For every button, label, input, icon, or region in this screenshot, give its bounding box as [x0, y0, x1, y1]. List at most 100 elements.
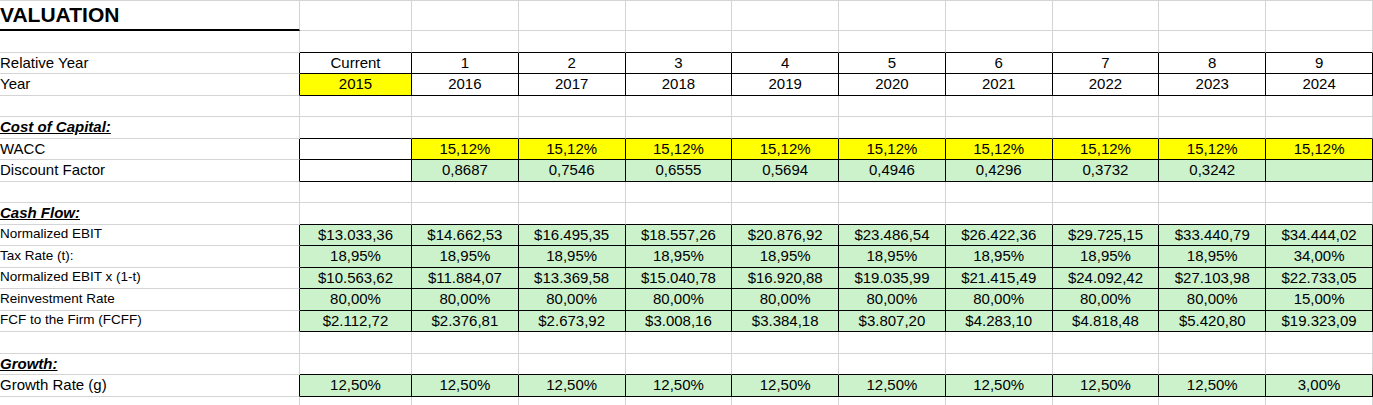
cell-relative-year-2023[interactable]: 8 — [1159, 53, 1266, 75]
cell-tax-rate-t-2019[interactable]: 18,95% — [732, 246, 839, 268]
cell-year-2019[interactable]: 2019 — [732, 74, 839, 96]
cell-reinvestment-rate-2024[interactable]: 15,00% — [1266, 289, 1373, 311]
cell-discount-factor-2020[interactable]: 0,4946 — [839, 160, 946, 182]
cell-wacc-2021[interactable]: 15,12% — [946, 139, 1053, 161]
cell-year-2022[interactable]: 2022 — [1053, 74, 1160, 96]
cell-normalized-ebit-x-1-t-2021[interactable]: $21.415,49 — [946, 268, 1053, 290]
cell-year-2024[interactable]: 2024 — [1266, 74, 1373, 96]
cell-reinvestment-rate-2019[interactable]: 80,00% — [732, 289, 839, 311]
cell-discount-factor-2018[interactable]: 0,6555 — [626, 160, 733, 182]
cell-reinvestment-rate-2021[interactable]: 80,00% — [946, 289, 1053, 311]
cell-year-2021[interactable]: 2021 — [946, 74, 1053, 96]
cell-year-2016[interactable]: 2016 — [412, 74, 519, 96]
cell-wacc-2023[interactable]: 15,12% — [1159, 139, 1266, 161]
cell-growth-rate-g-2019[interactable]: 12,50% — [732, 375, 839, 397]
cell-relative-year-2024[interactable]: 9 — [1266, 53, 1373, 75]
cell-relative-year-2021[interactable]: 6 — [946, 53, 1053, 75]
cell-normalized-ebit-2017[interactable]: $16.495,35 — [519, 225, 626, 247]
cell-tax-rate-t-2017[interactable]: 18,95% — [519, 246, 626, 268]
cell-wacc-2019[interactable]: 15,12% — [732, 139, 839, 161]
cell-normalized-ebit-x-1-t-2017[interactable]: $13.369,58 — [519, 268, 626, 290]
cell-wacc-2016[interactable]: 15,12% — [412, 139, 519, 161]
cell-year-2020[interactable]: 2020 — [839, 74, 946, 96]
cell-tax-rate-t-2022[interactable]: 18,95% — [1053, 246, 1160, 268]
cell-year-2017[interactable]: 2017 — [519, 74, 626, 96]
cell-growth-rate-g-2023[interactable]: 12,50% — [1159, 375, 1266, 397]
cell-fcf-to-the-firm-fcff-2024[interactable]: $19.323,09 — [1266, 311, 1373, 333]
cell-reinvestment-rate-2015[interactable]: 80,00% — [300, 289, 412, 311]
cell-discount-factor-2019[interactable]: 0,5694 — [732, 160, 839, 182]
cell-growth-rate-g-2016[interactable]: 12,50% — [412, 375, 519, 397]
cell-fcf-to-the-firm-fcff-2021[interactable]: $4.283,10 — [946, 311, 1053, 333]
cell-year-2015[interactable]: 2015 — [300, 74, 412, 96]
cell-fcf-to-the-firm-fcff-2016[interactable]: $2.376,81 — [412, 311, 519, 333]
cell-growth-rate-g-2020[interactable]: 12,50% — [839, 375, 946, 397]
cell-relative-year-2018[interactable]: 3 — [626, 53, 733, 75]
cell-normalized-ebit-x-1-t-2020[interactable]: $19.035,99 — [839, 268, 946, 290]
cell-normalized-ebit-2015[interactable]: $13.033,36 — [300, 225, 412, 247]
cell-discount-factor-2017[interactable]: 0,7546 — [519, 160, 626, 182]
cell-tax-rate-t-2018[interactable]: 18,95% — [626, 246, 733, 268]
cell-relative-year-2016[interactable]: 1 — [412, 53, 519, 75]
cell-tax-rate-t-2020[interactable]: 18,95% — [839, 246, 946, 268]
cell-normalized-ebit-x-1-t-2023[interactable]: $27.103,98 — [1159, 268, 1266, 290]
cell-growth-rate-g-2017[interactable]: 12,50% — [519, 375, 626, 397]
cell-fcf-to-the-firm-fcff-2015[interactable]: $2.112,72 — [300, 311, 412, 333]
cell-normalized-ebit-2021[interactable]: $26.422,36 — [946, 225, 1053, 247]
cell-tax-rate-t-2024[interactable]: 34,00% — [1266, 246, 1373, 268]
cell-normalized-ebit-2022[interactable]: $29.725,15 — [1053, 225, 1160, 247]
cell-normalized-ebit-x-1-t-2022[interactable]: $24.092,42 — [1053, 268, 1160, 290]
cell-growth-rate-g-2022[interactable]: 12,50% — [1053, 375, 1160, 397]
cell-reinvestment-rate-2017[interactable]: 80,00% — [519, 289, 626, 311]
cell-discount-factor-2022[interactable]: 0,3732 — [1053, 160, 1160, 182]
cell-reinvestment-rate-2023[interactable]: 80,00% — [1159, 289, 1266, 311]
cell-discount-factor-2016[interactable]: 0,8687 — [412, 160, 519, 182]
cell-wacc-2015[interactable] — [300, 139, 412, 161]
cell-fcf-to-the-firm-fcff-2022[interactable]: $4.818,48 — [1053, 311, 1160, 333]
cell-tax-rate-t-2023[interactable]: 18,95% — [1159, 246, 1266, 268]
cell-relative-year-2020[interactable]: 5 — [839, 53, 946, 75]
cell-relative-year-2019[interactable]: 4 — [732, 53, 839, 75]
cell-normalized-ebit-x-1-t-2015[interactable]: $10.563,62 — [300, 268, 412, 290]
cell-reinvestment-rate-2018[interactable]: 80,00% — [626, 289, 733, 311]
cell-wacc-2024[interactable]: 15,12% — [1266, 139, 1373, 161]
cell-relative-year-2022[interactable]: 7 — [1053, 53, 1160, 75]
cell-wacc-2022[interactable]: 15,12% — [1053, 139, 1160, 161]
cell-normalized-ebit-x-1-t-2016[interactable]: $11.884,07 — [412, 268, 519, 290]
cell-tax-rate-t-2021[interactable]: 18,95% — [946, 246, 1053, 268]
cell-normalized-ebit-x-1-t-2019[interactable]: $16.920,88 — [732, 268, 839, 290]
cell-normalized-ebit-2020[interactable]: $23.486,54 — [839, 225, 946, 247]
cell-discount-factor-2021[interactable]: 0,4296 — [946, 160, 1053, 182]
cell-wacc-2017[interactable]: 15,12% — [519, 139, 626, 161]
cell-fcf-to-the-firm-fcff-2020[interactable]: $3.807,20 — [839, 311, 946, 333]
cell-wacc-2020[interactable]: 15,12% — [839, 139, 946, 161]
cell-relative-year-2015[interactable]: Current — [300, 53, 412, 75]
cell-growth-rate-g-2018[interactable]: 12,50% — [626, 375, 733, 397]
cell-normalized-ebit-x-1-t-2024[interactable]: $22.733,05 — [1266, 268, 1373, 290]
cell-reinvestment-rate-2016[interactable]: 80,00% — [412, 289, 519, 311]
cell-discount-factor-2015[interactable] — [300, 160, 412, 182]
cell-wacc-2018[interactable]: 15,12% — [626, 139, 733, 161]
cell-normalized-ebit-2024[interactable]: $34.444,02 — [1266, 225, 1373, 247]
cell-growth-rate-g-2024[interactable]: 3,00% — [1266, 375, 1373, 397]
cell-fcf-to-the-firm-fcff-2023[interactable]: $5.420,80 — [1159, 311, 1266, 333]
cell-fcf-to-the-firm-fcff-2019[interactable]: $3.384,18 — [732, 311, 839, 333]
cell-normalized-ebit-2023[interactable]: $33.440,79 — [1159, 225, 1266, 247]
cell-normalized-ebit-2016[interactable]: $14.662,53 — [412, 225, 519, 247]
cell-year-2018[interactable]: 2018 — [626, 74, 733, 96]
cell-discount-factor-2024[interactable] — [1266, 160, 1373, 182]
cell-normalized-ebit-x-1-t-2018[interactable]: $15.040,78 — [626, 268, 733, 290]
cell-tax-rate-t-2016[interactable]: 18,95% — [412, 246, 519, 268]
cell-reinvestment-rate-2022[interactable]: 80,00% — [1053, 289, 1160, 311]
cell-normalized-ebit-2018[interactable]: $18.557,26 — [626, 225, 733, 247]
cell-normalized-ebit-2019[interactable]: $20.876,92 — [732, 225, 839, 247]
cell-tax-rate-t-2015[interactable]: 18,95% — [300, 246, 412, 268]
cell-growth-rate-g-2015[interactable]: 12,50% — [300, 375, 412, 397]
cell-reinvestment-rate-2020[interactable]: 80,00% — [839, 289, 946, 311]
cell-year-2023[interactable]: 2023 — [1159, 74, 1266, 96]
cell-fcf-to-the-firm-fcff-2017[interactable]: $2.673,92 — [519, 311, 626, 333]
cell-discount-factor-2023[interactable]: 0,3242 — [1159, 160, 1266, 182]
cell-relative-year-2017[interactable]: 2 — [519, 53, 626, 75]
cell-growth-rate-g-2021[interactable]: 12,50% — [946, 375, 1053, 397]
cell-fcf-to-the-firm-fcff-2018[interactable]: $3.008,16 — [626, 311, 733, 333]
